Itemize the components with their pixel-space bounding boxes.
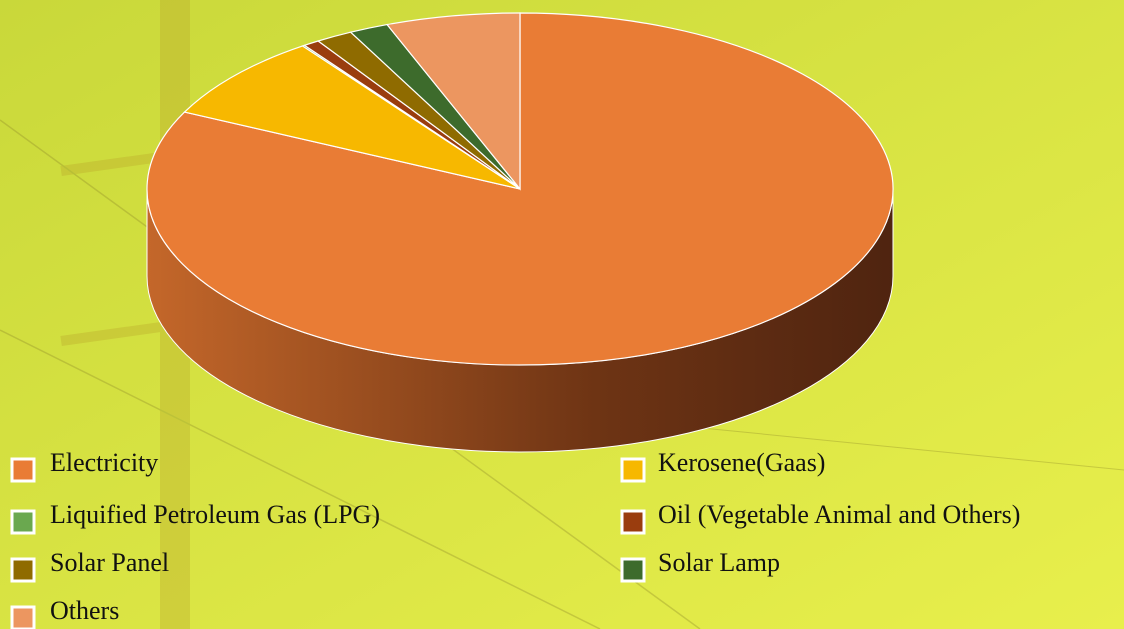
legend-swatch: [10, 509, 36, 535]
legend-swatch: [620, 509, 646, 535]
pie-slice: [183, 45, 521, 190]
legend-swatch: [10, 605, 36, 629]
legend-label: Oil (Vegetable Animal and Others): [658, 500, 1020, 529]
legend-label: Electricity: [50, 448, 158, 477]
legend-label: Solar Panel: [50, 548, 169, 577]
legend-label: Solar Lamp: [658, 548, 780, 577]
legend-swatch: [620, 557, 646, 583]
legend-label: Others: [50, 596, 119, 625]
pie-slice: [385, 12, 521, 191]
pie: [146, 12, 894, 453]
legend: Electricity Kerosene(Gaas) Liquified Petro…: [10, 448, 1020, 629]
legend-swatch: [10, 457, 36, 483]
legend-label: Liquified Petroleum Gas (LPG): [50, 500, 380, 529]
legend-swatch: [620, 457, 646, 483]
legend-label: Kerosene(Gaas): [658, 448, 825, 477]
legend-swatch: [10, 557, 36, 583]
